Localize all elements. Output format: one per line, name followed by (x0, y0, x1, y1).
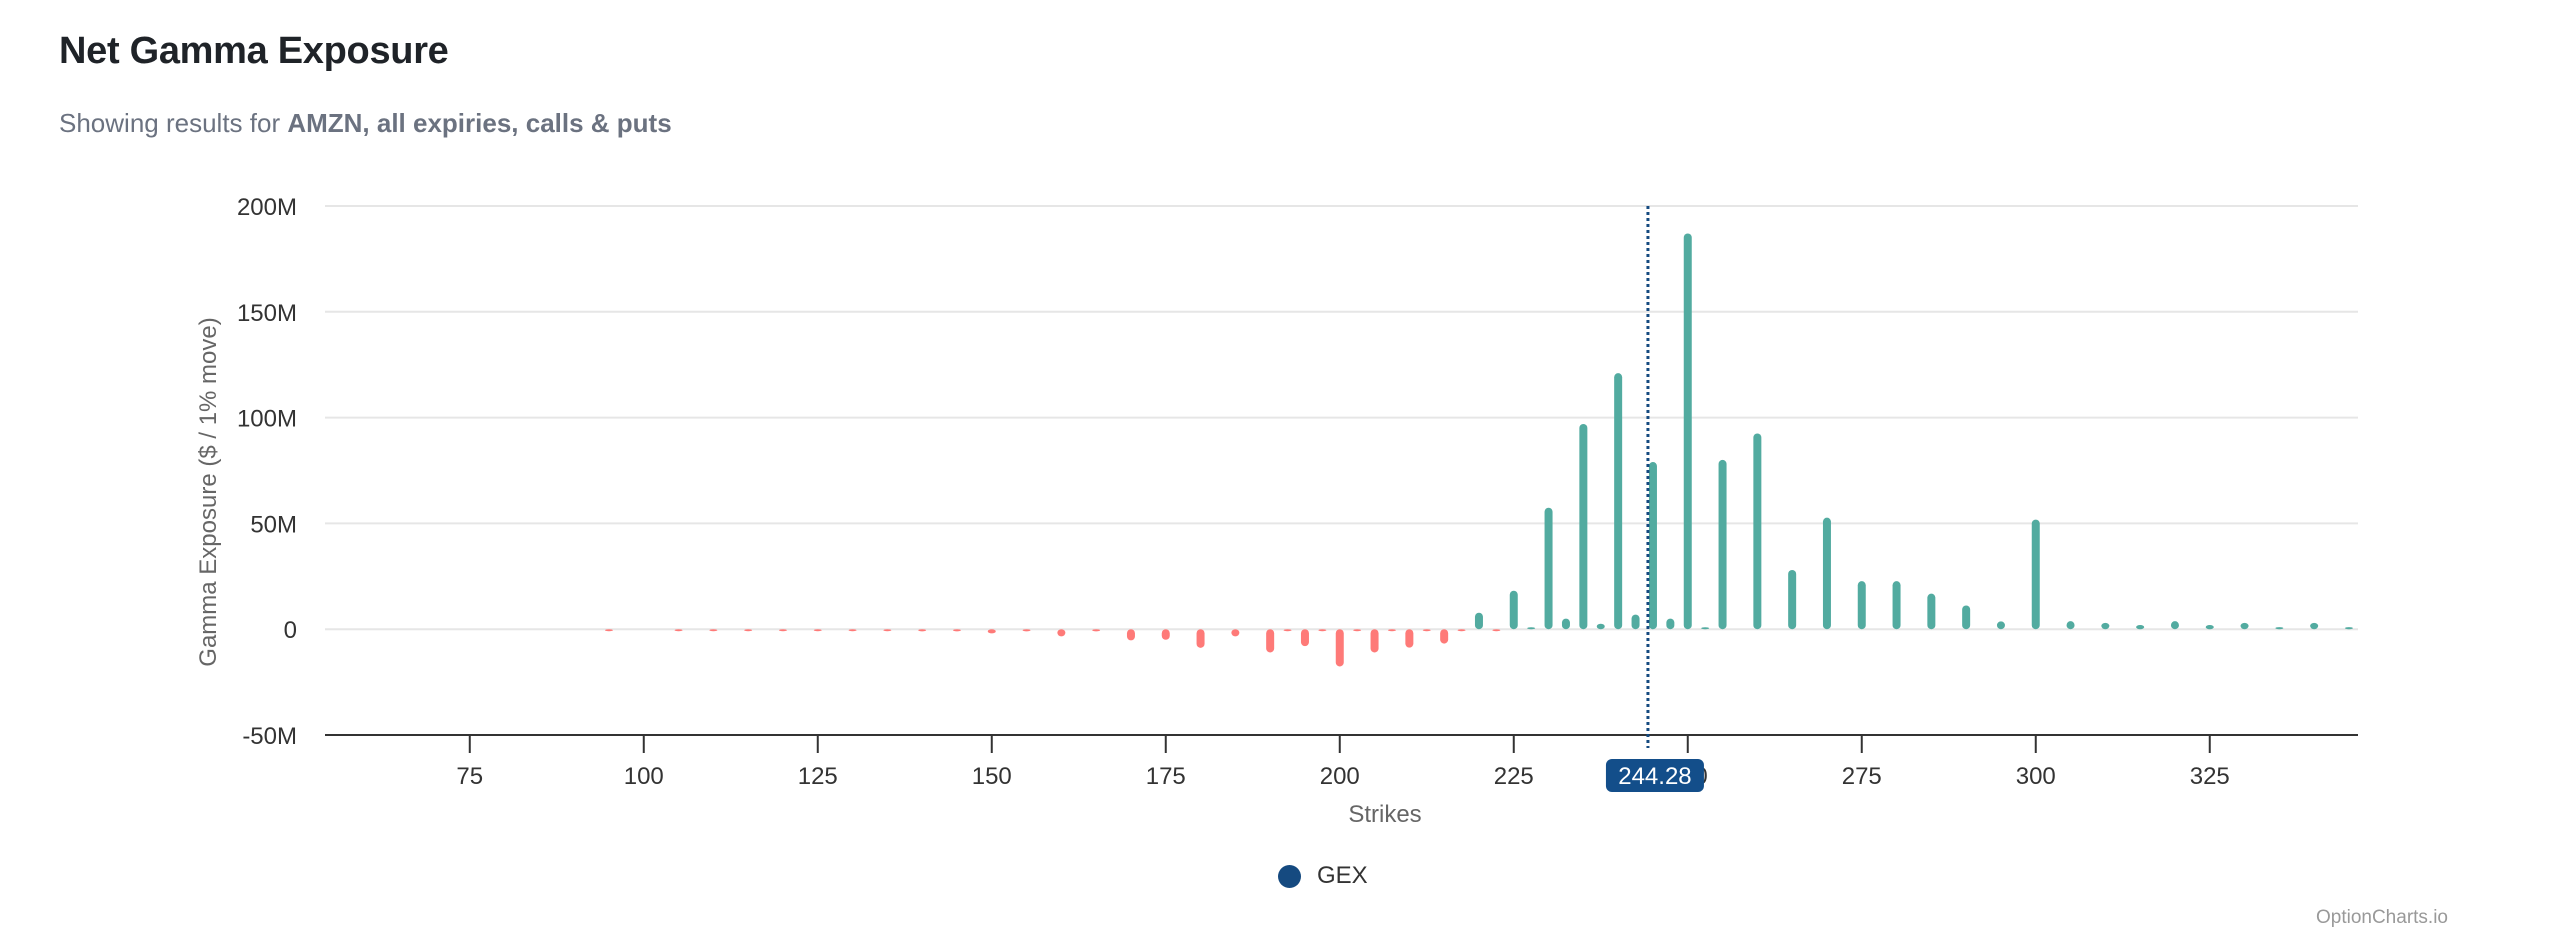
gex-bar[interactable] (883, 629, 892, 632)
gex-bar[interactable] (1161, 629, 1170, 640)
gex-bar[interactable] (952, 629, 961, 632)
gex-bar[interactable] (2170, 621, 2179, 630)
gex-bar[interactable] (1457, 629, 1466, 632)
gex-bar[interactable] (1092, 629, 1101, 632)
gex-bar[interactable] (1370, 629, 1379, 653)
x-tick-label: 150 (972, 763, 1012, 790)
gex-bar[interactable] (2066, 621, 2075, 630)
gex-bar[interactable] (813, 629, 822, 632)
gex-bar[interactable] (918, 629, 927, 632)
y-tick-label: 200M (237, 194, 297, 221)
gex-bar[interactable] (987, 629, 996, 634)
gex-bar[interactable] (1996, 621, 2005, 630)
gex-bar[interactable] (1300, 629, 1309, 647)
gex-bar[interactable] (2101, 622, 2110, 630)
subtitle: Showing results for AMZN, all expiries, … (59, 108, 672, 139)
gex-bar[interactable] (1057, 629, 1066, 637)
gex-bar[interactable] (1126, 629, 1135, 641)
gex-bar[interactable] (604, 629, 613, 632)
gex-bar[interactable] (1631, 614, 1640, 630)
gex-bar[interactable] (2240, 622, 2249, 630)
x-tick-label: 225 (1494, 763, 1534, 790)
gex-bar[interactable] (778, 629, 787, 632)
gex-bars[interactable] (604, 233, 2353, 667)
gex-bar[interactable] (1561, 618, 1570, 630)
gex-bar[interactable] (744, 629, 753, 632)
gex-bar[interactable] (2031, 519, 2040, 630)
y-axis-ticks: -50M 0 50M 100M 150M 200M (237, 194, 297, 750)
gex-bar[interactable] (1318, 629, 1327, 632)
y-tick-label: -50M (242, 723, 297, 750)
y-tick-label: 150M (237, 300, 297, 327)
spot-price-value: 244.28 (1618, 763, 1691, 790)
gex-bar[interactable] (1596, 623, 1605, 630)
x-tick-label: 75 (456, 763, 483, 790)
y-tick-label: 50M (250, 511, 297, 538)
gex-bar[interactable] (1788, 569, 1797, 630)
gex-bar[interactable] (1648, 462, 1657, 630)
legend-dot-icon (1278, 864, 1301, 888)
gex-bar[interactable] (1387, 629, 1396, 632)
x-axis-ticks: 75100125150175200225250275300325 (456, 735, 2230, 790)
gex-bar[interactable] (1440, 629, 1449, 644)
spot-price-label: 244.28 (1605, 759, 1704, 792)
gex-bar[interactable] (2310, 622, 2319, 630)
y-tick-label: 0 (284, 617, 297, 644)
gex-bar[interactable] (1509, 590, 1518, 630)
x-tick-label: 125 (798, 763, 838, 790)
gex-bar[interactable] (674, 629, 683, 632)
gex-bar[interactable] (1683, 233, 1692, 630)
gex-bar[interactable] (1666, 618, 1675, 630)
subtitle-selection: AMZN, all expiries, calls & puts (287, 108, 672, 138)
gex-bar[interactable] (1335, 629, 1344, 667)
watermark: OptionCharts.io (2315, 907, 2448, 928)
x-tick-label: 300 (2016, 763, 2056, 790)
x-tick-label: 200 (1320, 763, 1360, 790)
grid-lines (325, 205, 2358, 631)
gex-bar[interactable] (1822, 517, 1831, 630)
gex-bar[interactable] (2344, 627, 2353, 630)
subtitle-prefix: Showing results for (59, 108, 288, 138)
gex-bar[interactable] (1022, 629, 1031, 632)
gex-bar[interactable] (1283, 629, 1292, 632)
gex-bar[interactable] (1753, 433, 1762, 630)
gex-bar[interactable] (1962, 605, 1971, 630)
gex-bar[interactable] (2205, 624, 2214, 630)
x-tick-label: 175 (1146, 763, 1186, 790)
x-tick-label: 275 (1842, 763, 1882, 790)
gex-bar[interactable] (1892, 581, 1901, 630)
gex-bar[interactable] (1857, 581, 1866, 630)
gex-bar[interactable] (1927, 593, 1936, 630)
x-tick-label: 325 (2190, 763, 2230, 790)
gex-bar[interactable] (1231, 629, 1240, 637)
gex-bar[interactable] (1196, 629, 1205, 648)
gex-bar[interactable] (1353, 629, 1362, 632)
gex-bar[interactable] (1492, 629, 1501, 632)
legend-label: GEX (1317, 862, 1368, 889)
gex-bar[interactable] (1614, 373, 1623, 630)
spot-price-badge (1605, 759, 1704, 792)
gex-bar[interactable] (1701, 627, 1710, 630)
gex-bar[interactable] (848, 629, 857, 632)
page-title: Net Gamma Exposure (59, 30, 449, 72)
gex-bar[interactable] (2136, 624, 2145, 630)
gex-bar[interactable] (1405, 629, 1414, 648)
gex-bar[interactable] (1718, 459, 1727, 630)
y-tick-label: 100M (237, 406, 297, 433)
gex-bar[interactable] (1474, 612, 1483, 630)
gex-bar[interactable] (2275, 627, 2284, 630)
legend-item-gex[interactable]: GEX (1278, 862, 1368, 890)
x-tick-label: 100 (624, 763, 664, 790)
x-axis-title: Strikes (1348, 801, 1421, 828)
gex-bar[interactable] (1527, 627, 1536, 630)
gex-bar[interactable] (1266, 629, 1275, 653)
gex-bar[interactable] (1422, 629, 1431, 632)
gex-bar[interactable] (709, 629, 718, 632)
gex-bar[interactable] (1544, 507, 1553, 630)
gex-bar[interactable] (1579, 423, 1588, 630)
y-axis-title: Gamma Exposure ($ / 1% move) (195, 317, 222, 666)
